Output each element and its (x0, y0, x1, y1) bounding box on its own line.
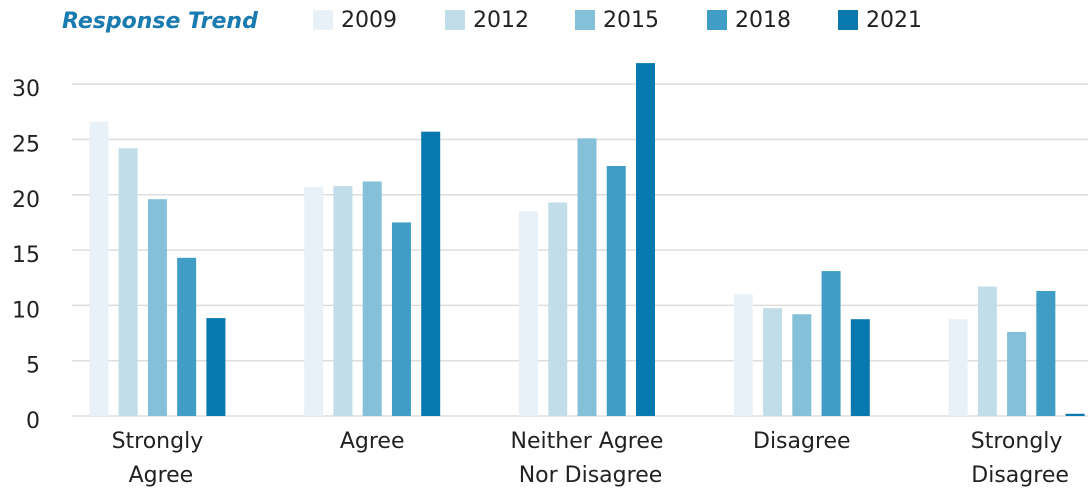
bar (792, 314, 812, 416)
x-tick-label: Strongly Disagree (964, 429, 1069, 488)
x-tick-label: Agree (340, 429, 405, 454)
bar (1065, 413, 1085, 416)
legend-swatch (838, 10, 858, 30)
x-tick-label: Strongly Agree (112, 429, 204, 488)
bar (421, 131, 441, 416)
y-tick-label: 0 (26, 409, 40, 434)
bar (577, 138, 597, 417)
legend-label: 2012 (473, 8, 529, 33)
y-tick-label: 5 (26, 354, 40, 379)
bar (362, 181, 382, 416)
bar (177, 257, 197, 416)
bar (733, 294, 753, 416)
bar (206, 318, 226, 416)
y-tick-label: 30 (12, 77, 40, 102)
bar (89, 121, 109, 417)
bar (548, 202, 568, 416)
bar (304, 187, 324, 416)
x-tick-label: Neither Agree Nor Disagree (511, 429, 664, 488)
legend-swatch (313, 10, 333, 30)
x-tick-label: Disagree (753, 429, 851, 454)
legend-label: 2009 (341, 8, 397, 33)
y-tick-label: 25 (12, 132, 40, 157)
bar (147, 199, 167, 416)
y-tick-label: 10 (12, 298, 40, 323)
bar (391, 222, 411, 416)
legend-swatch (445, 10, 465, 30)
bar (519, 211, 538, 416)
bar (118, 148, 138, 416)
bar (948, 319, 968, 416)
bar (636, 63, 655, 416)
legend-swatch (707, 10, 727, 30)
chart-title: Response Trend (62, 9, 258, 34)
bar (763, 308, 783, 416)
y-tick-label: 20 (12, 188, 40, 213)
bar (977, 286, 997, 416)
bar (821, 271, 841, 416)
legend-label: 2021 (866, 8, 922, 33)
legend-swatch (575, 10, 595, 30)
bar (850, 319, 870, 416)
legend-label: 2015 (603, 8, 659, 33)
bar (1036, 290, 1056, 416)
legend-label: 2018 (735, 8, 791, 33)
y-tick-label: 15 (12, 243, 40, 268)
bar (1007, 331, 1027, 416)
bar (606, 165, 626, 416)
bar (333, 185, 353, 416)
